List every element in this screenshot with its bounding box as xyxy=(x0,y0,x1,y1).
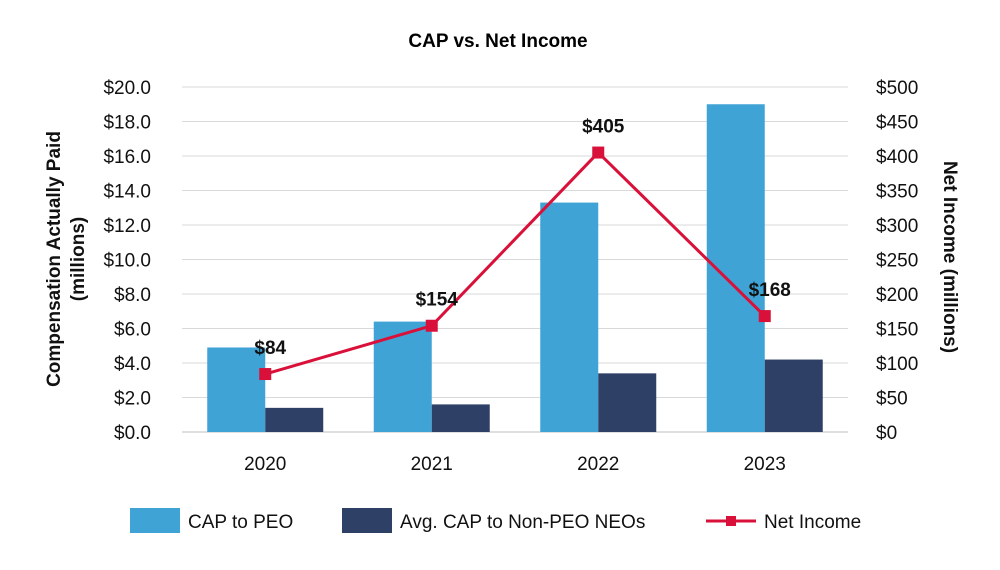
net-income-data-label: $168 xyxy=(749,280,791,301)
net-income-marker xyxy=(592,146,605,159)
right-tick-label: $150 xyxy=(876,320,918,341)
net-income-marker xyxy=(425,319,438,332)
legend-label-avg-cap-non-peo: Avg. CAP to Non-PEO NEOs xyxy=(400,512,645,533)
net-income-data-label: $154 xyxy=(416,290,459,311)
bar-avg-cap-non-peo xyxy=(265,407,324,432)
legend-swatch-cap-to-peo xyxy=(130,508,180,533)
left-axis-title-line1: Compensation Actually Paid xyxy=(44,131,65,387)
bar-avg-cap-non-peo xyxy=(764,359,823,432)
net-income-marker xyxy=(758,310,771,323)
bar-avg-cap-non-peo xyxy=(431,404,490,432)
net-income-data-label: $84 xyxy=(254,338,286,359)
left-axis-ticks: $0.0 $2.0 $4.0 $6.0 $8.0 $10.0 $12.0 $14.0 $16.0… xyxy=(103,78,151,444)
bar-cap-to-peo xyxy=(207,347,266,432)
x-tick-label: 2021 xyxy=(411,454,453,475)
bar-cap-to-peo xyxy=(373,321,432,432)
left-tick-label: $0.0 xyxy=(114,423,151,444)
right-tick-label: $100 xyxy=(876,354,918,375)
right-tick-label: $450 xyxy=(876,113,918,134)
left-tick-label: $8.0 xyxy=(114,285,151,306)
net-income-data-label: $405 xyxy=(582,117,625,138)
left-tick-label: $14.0 xyxy=(103,182,151,203)
left-axis-title-line2: (millions) xyxy=(68,217,89,301)
x-tick-label: 2020 xyxy=(244,454,286,475)
right-tick-label: $50 xyxy=(876,389,908,410)
legend-marker-net-income xyxy=(726,516,736,526)
right-axis-title: Net Income (millions) xyxy=(939,161,960,353)
net-income-line: $84 $154 $405 $168 xyxy=(254,117,791,381)
left-tick-label: $20.0 xyxy=(103,78,151,99)
right-tick-label: $0 xyxy=(876,423,897,444)
bar-avg-cap-non-peo xyxy=(598,373,657,432)
right-axis-ticks: $0 $50 $100 $150 $200 $250 $300 $350 $400 $450 $50… xyxy=(876,78,918,444)
right-tick-label: $400 xyxy=(876,147,918,168)
x-axis-ticks: 2020 2021 2022 2023 xyxy=(244,454,786,475)
x-tick-label: 2022 xyxy=(577,454,619,475)
left-tick-label: $2.0 xyxy=(114,389,151,410)
left-tick-label: $12.0 xyxy=(103,216,151,237)
right-tick-label: $300 xyxy=(876,216,918,237)
legend-label-cap-to-peo: CAP to PEO xyxy=(188,512,293,533)
bars xyxy=(207,104,823,432)
legend: CAP to PEO Avg. CAP to Non-PEO NEOs Net … xyxy=(130,508,861,533)
chart-title: CAP vs. Net Income xyxy=(408,31,587,52)
legend-label-net-income: Net Income xyxy=(764,512,861,533)
legend-swatch-avg-cap-non-peo xyxy=(342,508,392,533)
left-tick-label: $18.0 xyxy=(103,113,151,134)
bar-cap-to-peo xyxy=(540,202,599,432)
right-tick-label: $500 xyxy=(876,78,918,99)
right-tick-label: $250 xyxy=(876,251,918,272)
net-income-marker xyxy=(259,368,272,381)
net-income-polyline xyxy=(264,151,766,376)
right-tick-label: $350 xyxy=(876,182,918,203)
left-tick-label: $16.0 xyxy=(103,147,151,168)
left-tick-label: $4.0 xyxy=(114,354,151,375)
left-tick-label: $6.0 xyxy=(114,320,151,341)
right-tick-label: $200 xyxy=(876,285,918,306)
left-tick-label: $10.0 xyxy=(103,251,151,272)
x-tick-label: 2023 xyxy=(744,454,786,475)
